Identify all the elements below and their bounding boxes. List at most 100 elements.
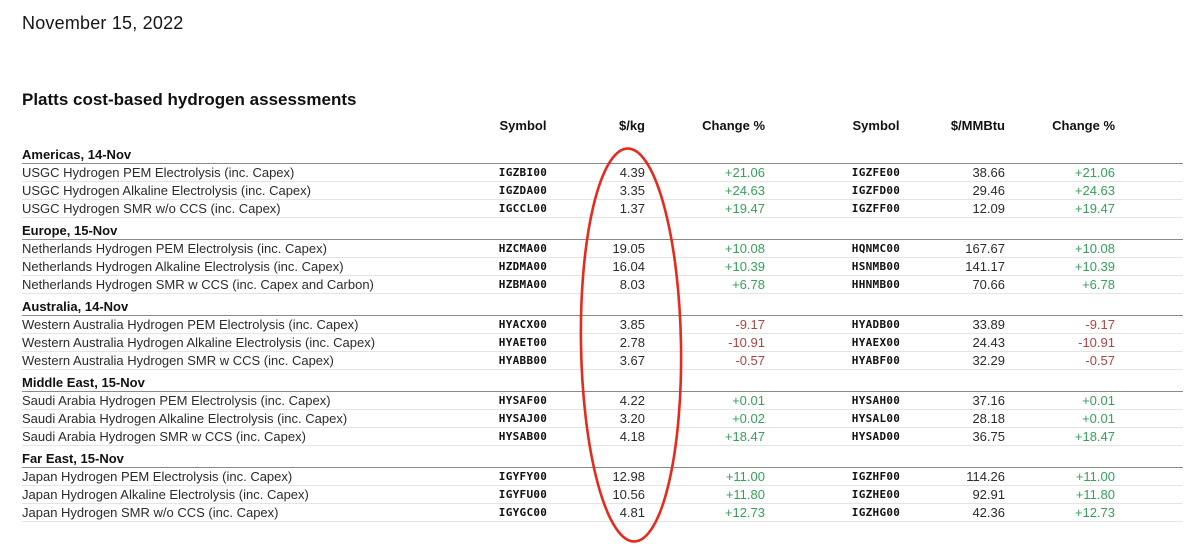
price-kg: 4.18 <box>608 427 645 446</box>
symbol-mmbtu: HYABF00 <box>765 351 927 370</box>
change-pct-kg: -0.57 <box>645 351 765 370</box>
symbol-kg: HYSAB00 <box>438 427 608 446</box>
price-kg: 4.39 <box>608 163 645 182</box>
assessment-name: Japan Hydrogen PEM Electrolysis (inc. Ca… <box>22 467 438 486</box>
assessment-row: USGC Hydrogen PEM Electrolysis (inc. Cap… <box>22 163 1183 182</box>
symbol-kg: HYSAF00 <box>438 391 608 410</box>
change-pct-mmbtu: +0.01 <box>1005 409 1115 428</box>
assessment-name: USGC Hydrogen SMR w/o CCS (inc. Capex) <box>22 199 438 218</box>
col-header-name <box>22 118 438 142</box>
change-pct-kg: +12.73 <box>645 503 765 522</box>
symbol-kg: HZCMA00 <box>438 239 608 258</box>
price-kg: 10.56 <box>608 485 645 504</box>
price-kg: 16.04 <box>608 257 645 276</box>
price-kg: 2.78 <box>608 333 645 352</box>
symbol-mmbtu: HHNMB00 <box>765 275 927 294</box>
symbol-kg: IGYFY00 <box>438 467 608 486</box>
assessment-row: Western Australia Hydrogen SMR w CCS (in… <box>22 351 1183 370</box>
symbol-kg: IGYFU00 <box>438 485 608 504</box>
assessments-table-body: Americas, 14-Nov USGC Hydrogen PEM Electr… <box>22 142 1183 522</box>
change-pct-kg: +10.39 <box>645 257 765 276</box>
section-label: Australia, 14-Nov <box>22 293 1183 316</box>
assessment-row: Western Australia Hydrogen Alkaline Elec… <box>22 333 1183 352</box>
change-pct-mmbtu: +12.73 <box>1005 503 1115 522</box>
row-spacer <box>1115 239 1183 258</box>
symbol-mmbtu: IGZHG00 <box>765 503 927 522</box>
section-label: Europe, 15-Nov <box>22 217 1183 240</box>
change-pct-kg: +10.08 <box>645 239 765 258</box>
section-label: Far East, 15-Nov <box>22 445 1183 468</box>
row-spacer <box>1115 485 1183 504</box>
change-pct-mmbtu: +6.78 <box>1005 275 1115 294</box>
price-mmbtu: 24.43 <box>927 333 1005 352</box>
symbol-mmbtu: HSNMB00 <box>765 257 927 276</box>
symbol-kg: IGYGC00 <box>438 503 608 522</box>
section-header-row: Europe, 15-Nov <box>22 217 1183 240</box>
change-pct-mmbtu: +18.47 <box>1005 427 1115 446</box>
row-spacer <box>1115 163 1183 182</box>
change-pct-mmbtu: +11.00 <box>1005 467 1115 486</box>
assessment-name: Netherlands Hydrogen SMR w CCS (inc. Cap… <box>22 275 438 294</box>
change-pct-mmbtu: -0.57 <box>1005 351 1115 370</box>
section-header-row: Middle East, 15-Nov <box>22 369 1183 392</box>
change-pct-kg: +11.80 <box>645 485 765 504</box>
assessment-name: Saudi Arabia Hydrogen SMR w CCS (inc. Ca… <box>22 427 438 446</box>
price-kg: 3.85 <box>608 315 645 334</box>
change-pct-mmbtu: -10.91 <box>1005 333 1115 352</box>
change-pct-mmbtu: +10.08 <box>1005 239 1115 258</box>
assessment-name: USGC Hydrogen Alkaline Electrolysis (inc… <box>22 181 438 200</box>
row-spacer <box>1115 199 1183 218</box>
assessment-row: Netherlands Hydrogen PEM Electrolysis (i… <box>22 239 1183 258</box>
price-mmbtu: 36.75 <box>927 427 1005 446</box>
page-title: Platts cost-based hydrogen assessments <box>22 90 357 109</box>
change-pct-kg: -9.17 <box>645 315 765 334</box>
change-pct-mmbtu: +0.01 <box>1005 391 1115 410</box>
assessment-name: Japan Hydrogen SMR w/o CCS (inc. Capex) <box>22 503 438 522</box>
symbol-mmbtu: HQNMC00 <box>765 239 927 258</box>
symbol-kg: IGCCL00 <box>438 199 608 218</box>
assessment-name: Saudi Arabia Hydrogen PEM Electrolysis (… <box>22 391 438 410</box>
change-pct-kg: +0.02 <box>645 409 765 428</box>
column-header-row: Symbol $/kg Change % Symbol $/MMBtu Chan… <box>22 118 1183 142</box>
price-kg: 3.67 <box>608 351 645 370</box>
price-kg: 12.98 <box>608 467 645 486</box>
row-spacer <box>1115 467 1183 486</box>
price-mmbtu: 141.17 <box>927 257 1005 276</box>
change-pct-mmbtu: +19.47 <box>1005 199 1115 218</box>
change-pct-kg: +24.63 <box>645 181 765 200</box>
symbol-mmbtu: HYADB00 <box>765 315 927 334</box>
assessment-name: Western Australia Hydrogen Alkaline Elec… <box>22 333 438 352</box>
symbol-mmbtu: IGZHF00 <box>765 467 927 486</box>
symbol-kg: HZDMA00 <box>438 257 608 276</box>
row-spacer <box>1115 391 1183 410</box>
change-pct-kg: +11.00 <box>645 467 765 486</box>
price-mmbtu: 28.18 <box>927 409 1005 428</box>
row-spacer <box>1115 503 1183 522</box>
col-header-spacer <box>1115 118 1183 142</box>
price-mmbtu: 12.09 <box>927 199 1005 218</box>
assessment-row: Saudi Arabia Hydrogen PEM Electrolysis (… <box>22 391 1183 410</box>
change-pct-kg: +21.06 <box>645 163 765 182</box>
col-header-change-mmbtu: Change % <box>1052 118 1115 133</box>
row-spacer <box>1115 181 1183 200</box>
change-pct-kg: +18.47 <box>645 427 765 446</box>
assessment-row: USGC Hydrogen SMR w/o CCS (inc. Capex) IG… <box>22 199 1183 218</box>
price-mmbtu: 167.67 <box>927 239 1005 258</box>
assessment-name: Western Australia Hydrogen SMR w CCS (in… <box>22 351 438 370</box>
price-kg: 4.81 <box>608 503 645 522</box>
change-pct-kg: -10.91 <box>645 333 765 352</box>
price-kg: 4.22 <box>608 391 645 410</box>
price-mmbtu: 38.66 <box>927 163 1005 182</box>
col-header-price-mmbtu: $/MMBtu <box>950 118 1005 133</box>
row-spacer <box>1115 275 1183 294</box>
assessments-table: Symbol $/kg Change % Symbol $/MMBtu Chan… <box>22 118 1183 522</box>
assessment-row: Netherlands Hydrogen SMR w CCS (inc. Cap… <box>22 275 1183 294</box>
assessment-name: USGC Hydrogen PEM Electrolysis (inc. Cap… <box>22 163 438 182</box>
symbol-mmbtu: HYSAD00 <box>765 427 927 446</box>
price-kg: 3.35 <box>608 181 645 200</box>
price-mmbtu: 114.26 <box>927 467 1005 486</box>
assessment-row: Saudi Arabia Hydrogen SMR w CCS (inc. Ca… <box>22 427 1183 446</box>
section-label: Americas, 14-Nov <box>22 142 1183 164</box>
col-header-symbol-mmbtu: Symbol <box>852 118 900 133</box>
assessment-row: Netherlands Hydrogen Alkaline Electrolys… <box>22 257 1183 276</box>
